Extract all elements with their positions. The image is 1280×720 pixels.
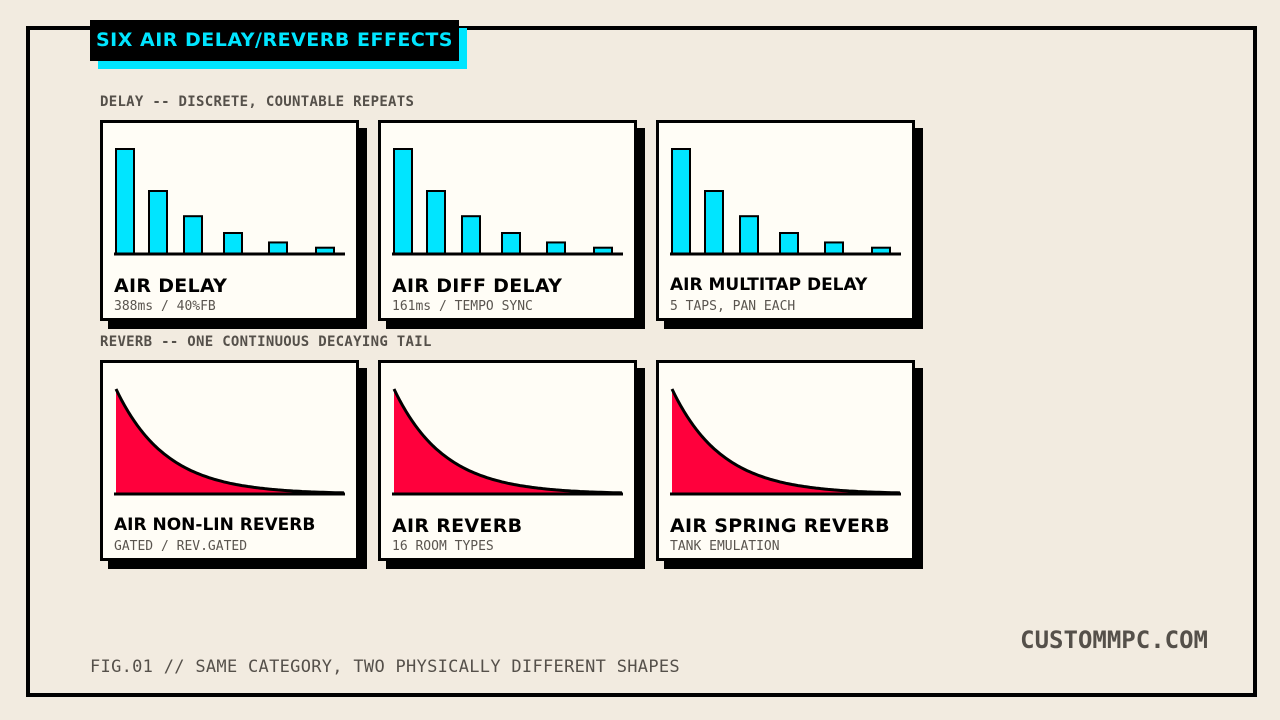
- reverb-tail-area: [116, 389, 345, 494]
- effect-desc: 16 ROOM TYPES: [392, 539, 494, 554]
- delay-repeat-bar: [704, 190, 724, 255]
- card-body: AIR DELAY 388ms / 40%FB: [100, 120, 359, 321]
- effect-name: AIR MULTITAP DELAY: [670, 275, 868, 295]
- reverb-card-air-reverb: AIR REVERB 16 ROOM TYPES: [378, 360, 645, 569]
- page-title: SIX AIR DELAY/REVERB EFFECTS: [90, 20, 459, 61]
- delay-repeat-bar: [148, 190, 168, 255]
- delay-card-air-diff-delay: AIR DIFF DELAY 161ms / TEMPO SYNC: [378, 120, 645, 329]
- reverb-section-label: REVERB -- ONE CONTINUOUS DECAYING TAIL: [100, 334, 432, 350]
- delay-repeat-bar: [739, 215, 759, 255]
- delay-repeat-bar: [426, 190, 446, 255]
- delay-repeat-bar: [501, 232, 521, 255]
- reverb-tail-curve: [392, 388, 623, 495]
- reverb-tail-curve: [670, 388, 901, 495]
- title-banner: SIX AIR DELAY/REVERB EFFECTS: [90, 20, 467, 69]
- delay-repeat-bar: [461, 215, 481, 255]
- delay-repeat-bar: [268, 241, 288, 255]
- delay-repeats-graph: [114, 148, 345, 256]
- site-url: CUSTOMMPC.COM: [1020, 626, 1208, 654]
- reverb-tail-graph: [670, 388, 901, 496]
- delay-repeats-graph: [392, 148, 623, 256]
- reverb-tail-area: [394, 389, 623, 494]
- delay-card-air-multitap-delay: AIR MULTITAP DELAY 5 TAPS, PAN EACH: [656, 120, 923, 329]
- reverb-tail-area: [672, 389, 901, 494]
- reverb-tail-graph: [392, 388, 623, 496]
- outer-frame: [26, 26, 1257, 697]
- effect-desc: TANK EMULATION: [670, 539, 780, 554]
- effect-desc: GATED / REV.GATED: [114, 539, 248, 554]
- reverb-card-air-spring-reverb: AIR SPRING REVERB TANK EMULATION: [656, 360, 923, 569]
- delay-repeat-bar: [824, 241, 844, 255]
- effect-name: AIR NON-LIN REVERB: [114, 515, 316, 535]
- delay-repeat-bar: [223, 232, 243, 255]
- delay-repeat-bar: [183, 215, 203, 255]
- effect-name: AIR DIFF DELAY: [392, 275, 563, 297]
- card-body: AIR DIFF DELAY 161ms / TEMPO SYNC: [378, 120, 637, 321]
- delay-repeat-bar: [779, 232, 799, 255]
- effect-desc: 388ms / 40%FB: [114, 299, 216, 314]
- card-body: AIR MULTITAP DELAY 5 TAPS, PAN EACH: [656, 120, 915, 321]
- effect-desc: 5 TAPS, PAN EACH: [670, 299, 796, 314]
- card-body: AIR SPRING REVERB TANK EMULATION: [656, 360, 915, 561]
- delay-repeat-bar: [671, 148, 691, 255]
- reverb-tail-curve: [114, 388, 345, 495]
- effect-name: AIR SPRING REVERB: [670, 515, 890, 537]
- reverb-card-air-non-lin-reverb: AIR NON-LIN REVERB GATED / REV.GATED: [100, 360, 367, 569]
- card-body: AIR NON-LIN REVERB GATED / REV.GATED: [100, 360, 359, 561]
- delay-repeat-bar: [115, 148, 135, 255]
- delay-repeat-bar: [546, 241, 566, 255]
- effect-name: AIR REVERB: [392, 515, 523, 537]
- delay-card-air-delay: AIR DELAY 388ms / 40%FB: [100, 120, 367, 329]
- effect-name: AIR DELAY: [114, 275, 228, 297]
- reverb-tail-graph: [114, 388, 345, 496]
- figure-caption: FIG.01 // SAME CATEGORY, TWO PHYSICALLY …: [90, 657, 680, 677]
- delay-repeat-bar: [393, 148, 413, 255]
- delay-repeats-graph: [670, 148, 901, 256]
- effect-desc: 161ms / TEMPO SYNC: [392, 299, 533, 314]
- card-body: AIR REVERB 16 ROOM TYPES: [378, 360, 637, 561]
- delay-section-label: DELAY -- DISCRETE, COUNTABLE REPEATS: [100, 94, 415, 110]
